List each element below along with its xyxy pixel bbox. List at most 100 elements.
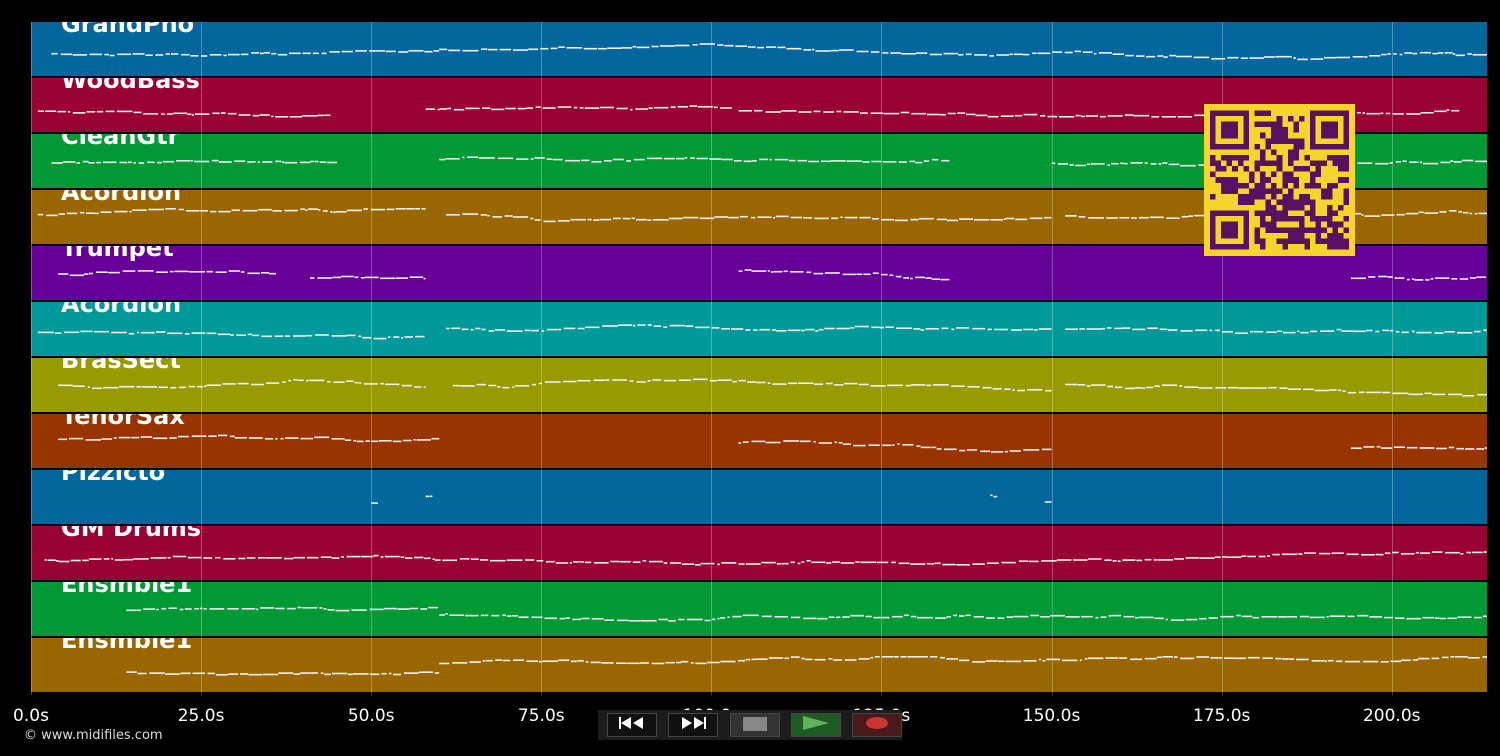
track-lane[interactable]: Pizzicto — [31, 470, 1487, 525]
note-mark — [670, 106, 676, 108]
note-mark — [1361, 554, 1375, 556]
note-mark — [824, 272, 840, 274]
note-mark — [696, 157, 708, 160]
note-mark — [237, 382, 249, 385]
note-mark — [451, 327, 461, 330]
note-mark — [449, 614, 465, 616]
rewind-button[interactable] — [607, 713, 657, 737]
play-button[interactable] — [791, 713, 841, 737]
note-mark — [1224, 657, 1235, 659]
note-mark — [191, 332, 206, 334]
note-mark — [1087, 657, 1104, 660]
note-mark — [140, 331, 155, 334]
note-mark — [162, 160, 175, 163]
note-mark — [1124, 114, 1134, 116]
note-mark — [584, 107, 600, 109]
note-mark — [892, 615, 903, 618]
note-mark — [215, 271, 227, 273]
record-button[interactable] — [852, 713, 902, 737]
note-mark — [1451, 109, 1460, 112]
note-mark — [1346, 553, 1359, 556]
track-lane[interactable]: BrasSect — [31, 358, 1487, 413]
track-lane[interactable]: GrandPno — [31, 22, 1487, 77]
note-mark — [1001, 561, 1016, 564]
note-mark — [475, 327, 481, 330]
note-mark — [734, 160, 742, 162]
note-mark — [260, 52, 264, 55]
note-mark — [1139, 616, 1154, 619]
note-mark — [1390, 660, 1402, 663]
note-mark — [131, 436, 140, 439]
note-mark — [871, 160, 882, 163]
note-mark — [987, 115, 999, 118]
note-mark — [797, 159, 807, 162]
note-mark — [1226, 556, 1242, 558]
fast-forward-button[interactable] — [668, 713, 718, 737]
note-mark — [262, 161, 273, 163]
note-mark — [1135, 616, 1139, 619]
note-mark — [1161, 384, 1178, 386]
note-mark — [1013, 53, 1023, 56]
note-mark — [965, 614, 971, 617]
track-lane[interactable]: Acordion — [31, 302, 1487, 357]
note-mark — [1277, 330, 1283, 333]
track-lane[interactable]: Ensmble1 — [31, 638, 1487, 693]
note-mark — [174, 270, 189, 273]
note-mark — [404, 336, 413, 338]
note-mark — [658, 618, 669, 621]
note-mark — [1431, 657, 1440, 660]
note-mark — [58, 273, 69, 275]
note-mark — [55, 332, 62, 334]
note-mark — [103, 558, 110, 560]
note-mark — [1065, 215, 1077, 217]
note-mark — [815, 330, 819, 332]
note-mark — [709, 158, 722, 160]
track-notes — [58, 269, 1487, 281]
note-mark — [647, 219, 652, 221]
note-mark — [1310, 616, 1325, 619]
note-mark — [765, 111, 781, 113]
piano-roll[interactable]: GrandPno WoodBass CleanGtr Acordion Trumpet A… — [31, 22, 1487, 695]
note-mark — [581, 159, 590, 162]
stop-button[interactable] — [730, 713, 780, 737]
track-lane[interactable]: GM Drums — [31, 526, 1487, 581]
note-mark — [1469, 277, 1477, 279]
note-mark — [1458, 211, 1463, 213]
note-mark — [1474, 212, 1478, 215]
note-mark — [293, 673, 300, 675]
note-mark — [1023, 449, 1040, 451]
note-mark — [1235, 332, 1248, 334]
note-mark — [82, 559, 89, 562]
note-mark — [462, 49, 479, 52]
note-mark — [238, 557, 246, 560]
note-mark — [872, 272, 879, 274]
note-mark — [531, 329, 539, 332]
note-mark — [1146, 55, 1156, 58]
note-mark — [838, 442, 843, 444]
note-mark — [678, 618, 685, 621]
note-mark — [913, 328, 921, 330]
note-mark — [491, 614, 500, 617]
note-mark — [58, 384, 73, 387]
track-lane[interactable]: Ensmble1 — [31, 582, 1487, 637]
note-mark — [76, 162, 80, 164]
note-mark — [234, 160, 246, 162]
track-lane[interactable]: TenorSax — [31, 414, 1487, 469]
note-mark — [1311, 660, 1325, 662]
note-mark — [1475, 160, 1487, 163]
note-mark — [817, 617, 828, 620]
note-mark — [105, 110, 115, 113]
note-mark — [1327, 659, 1334, 662]
note-mark — [751, 440, 766, 443]
note-mark — [1476, 448, 1485, 450]
note-mark — [1081, 115, 1085, 118]
note-mark — [1415, 551, 1420, 554]
note-mark — [972, 563, 985, 565]
note-mark — [1091, 384, 1106, 386]
note-mark — [772, 383, 787, 385]
note-mark — [156, 331, 166, 333]
qr-code-icon[interactable] — [1204, 104, 1355, 256]
note-mark — [740, 563, 745, 565]
note-mark — [1435, 617, 1440, 619]
note-mark — [998, 660, 1005, 663]
